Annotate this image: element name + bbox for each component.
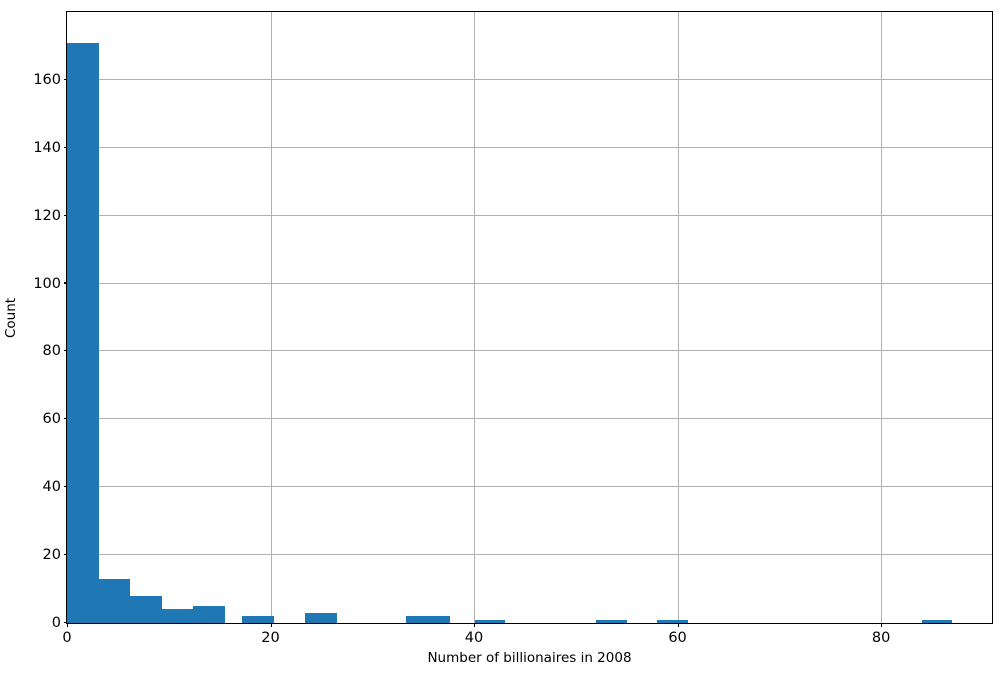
histogram-bar — [161, 609, 194, 623]
y-axis-tick-label: 0 — [51, 615, 61, 631]
x-axis-label: Number of billionaires in 2008 — [427, 650, 632, 666]
gridline-vertical — [881, 12, 883, 623]
x-axis-tick — [677, 623, 679, 627]
gridline-horizontal — [67, 554, 992, 556]
x-axis-tick-label: 0 — [62, 630, 72, 646]
y-axis-tick — [63, 78, 67, 80]
y-axis-label: Count — [2, 11, 20, 624]
histogram-bar — [921, 619, 953, 623]
gridline-vertical — [270, 12, 272, 623]
plot-axes: 0 20 40 60 80 100 120 140 160 0 20 40 60 80 — [33, 11, 993, 646]
x-axis-tick-label: 80 — [871, 630, 891, 646]
gridline-horizontal — [67, 146, 992, 148]
x-axis-tick — [270, 623, 272, 627]
y-axis-tick-label: 140 — [33, 139, 61, 156]
gridline-horizontal — [67, 282, 992, 284]
histogram-bar — [98, 578, 131, 623]
y-axis-tick — [63, 486, 67, 488]
gridline-horizontal — [67, 486, 992, 488]
gridline-horizontal — [67, 78, 992, 80]
histogram-bar — [596, 619, 627, 623]
gridline-horizontal — [67, 214, 992, 216]
y-axis-tick-label: 160 — [33, 71, 61, 88]
y-axis-tick-label: 20 — [42, 547, 61, 564]
y-axis-label-text: Count — [3, 297, 19, 338]
y-axis-tick — [63, 146, 67, 148]
histogram-bar — [193, 606, 225, 623]
histogram-bar — [67, 42, 99, 623]
y-axis-tick — [63, 214, 67, 216]
y-axis-tick-label: 120 — [33, 207, 61, 224]
gridline-vertical — [474, 12, 476, 623]
x-axis-tick-label: 40 — [464, 630, 484, 646]
y-axis-tick-label: 100 — [33, 275, 61, 292]
gridline-horizontal — [67, 350, 992, 352]
x-axis-tick — [881, 623, 883, 627]
histogram-bar — [657, 619, 688, 623]
y-axis-tick-label: 60 — [42, 411, 61, 428]
plot-area — [67, 12, 992, 623]
x-axis-tick-label: 20 — [261, 630, 280, 646]
x-axis-tick — [474, 623, 476, 627]
x-axis-tick-label: 60 — [668, 630, 687, 646]
gridline-vertical — [677, 12, 679, 623]
y-axis-tick — [63, 418, 67, 420]
histogram-bar — [130, 595, 162, 623]
y-axis-tick — [63, 621, 67, 623]
histogram-bar — [242, 616, 274, 623]
histogram-bar — [475, 619, 505, 623]
y-axis-tick — [63, 282, 67, 284]
y-axis-tick — [63, 350, 67, 352]
y-axis-tick — [63, 554, 67, 556]
y-axis-tick-label: 80 — [42, 343, 61, 360]
y-axis-tick-label: 40 — [42, 479, 61, 496]
histogram-bar — [405, 616, 450, 623]
gridline-horizontal — [67, 418, 992, 420]
x-axis-tick — [67, 623, 69, 627]
histogram-bar — [305, 612, 337, 623]
